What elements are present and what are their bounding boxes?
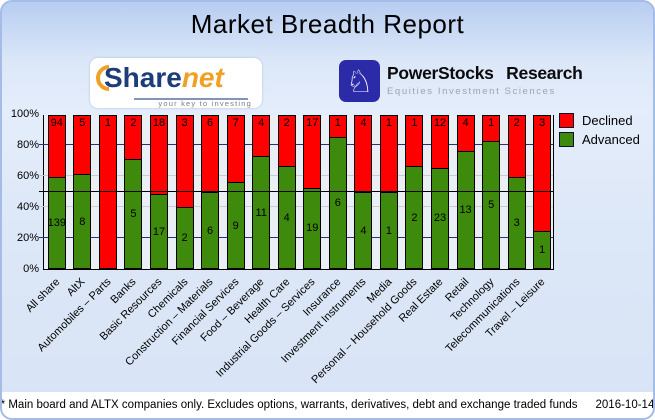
legend-label: Declined	[582, 113, 633, 128]
advanced-segment: 9	[226, 182, 245, 269]
advanced-swatch-icon	[559, 132, 574, 147]
bar-basic-resources: 18 17	[149, 115, 168, 269]
declined-segment: 4	[354, 115, 373, 192]
gridline-80	[39, 144, 553, 145]
bar-all-share: 94 139	[48, 115, 66, 269]
bar-industrial-goods-services: 17 19	[303, 115, 322, 269]
page-title: Market Breadth Report	[190, 9, 465, 39]
footer-bar: * Main board and ALTX companies only. Ex…	[2, 392, 653, 418]
declined-segment: 1	[328, 115, 347, 137]
y-axis-tick-80: 80%	[16, 139, 39, 151]
powerstocks-wordmark: PowerStocks Research Equities Investment…	[387, 60, 583, 97]
sharenet-tagline: your key to investing	[158, 99, 252, 108]
advanced-segment: 8	[73, 174, 92, 269]
declined-segment: 6	[201, 115, 220, 192]
footer-date: 2016-10-14	[595, 399, 655, 411]
advanced-segment: 1	[533, 230, 552, 269]
declined-segment: 3	[533, 115, 552, 231]
sharenet-divider	[134, 98, 248, 100]
y-axis-tick-40: 40%	[16, 201, 39, 213]
advanced-segment: 139	[48, 177, 66, 269]
footer-note: * Main board and ALTX companies only. Ex…	[0, 399, 578, 411]
declined-segment: 2	[124, 115, 143, 159]
gridline-40	[39, 206, 553, 207]
y-axis-tick-20: 20%	[16, 232, 39, 244]
declined-segment: 7	[226, 115, 245, 183]
advanced-segment: 23	[431, 167, 450, 269]
bar-retail: 4 13	[456, 115, 475, 269]
advanced-segment: 17	[149, 194, 168, 269]
declined-segment: 18	[149, 115, 168, 195]
advanced-segment: 4	[277, 166, 296, 269]
declined-segment: 3	[175, 115, 194, 208]
gridline-60	[39, 175, 553, 176]
legend-item-declined: Declined	[559, 113, 640, 128]
advanced-segment: 13	[456, 151, 475, 269]
advanced-segment: 5	[482, 140, 501, 269]
y-axis-tick-100: 100%	[10, 108, 39, 120]
declined-segment: 2	[277, 115, 296, 167]
bar-real-estate: 12 23	[431, 115, 450, 269]
bar-food-beverage: 4 11	[252, 115, 271, 269]
declined-segment: 94	[47, 115, 66, 178]
advanced-segment: 2	[405, 166, 424, 269]
sharenet-word-share: Share	[104, 62, 182, 93]
sharenet-word-net: net	[181, 62, 224, 93]
declined-segment: 4	[252, 115, 271, 157]
gridline-20	[39, 237, 553, 238]
advanced-segment: 5	[124, 159, 143, 269]
advanced-segment: 4	[354, 192, 373, 269]
legend-label: Advanced	[582, 132, 640, 147]
plot-area: 94 139 5 8 1 2 5 18 17 3 2 6 6 7 9 4 11 2 4 17 19 1 6 4 4 1 1 1 2 12 2…	[39, 115, 554, 270]
powerstocks-title: PowerStocks Research	[387, 63, 583, 83]
advanced-segment: 11	[252, 156, 271, 269]
advanced-segment: 6	[328, 137, 347, 269]
advanced-segment: 19	[303, 187, 322, 269]
bar-automobiles-parts: 1	[98, 115, 117, 269]
knight-chess-icon: ♘	[339, 60, 380, 102]
declined-segment: 5	[73, 115, 92, 175]
fifty-percent-reference-line	[39, 191, 553, 192]
declined-segment: 12	[431, 115, 450, 168]
advanced-segment: 3	[507, 176, 526, 269]
declined-swatch-icon	[559, 113, 574, 128]
chart-legend: Declined Advanced	[559, 113, 640, 151]
sharenet-wordmark: Sharenet	[104, 62, 224, 94]
declined-segment: 1	[98, 115, 117, 269]
declined-segment: 4	[456, 115, 475, 152]
advanced-segment: 6	[201, 192, 220, 269]
advanced-segment: 2	[175, 207, 194, 269]
advanced-segment: 1	[379, 192, 398, 269]
declined-segment: 1	[405, 115, 424, 167]
legend-item-advanced: Advanced	[559, 132, 640, 147]
declined-segment: 1	[482, 115, 501, 141]
y-axis-tick-60: 60%	[16, 170, 39, 182]
declined-segment: 17	[303, 115, 322, 188]
declined-segment: 2	[507, 115, 526, 177]
y-axis-tick-0: 0%	[23, 263, 39, 275]
sharenet-logo: Sharenet your key to investing	[90, 58, 262, 108]
powerstocks-logo: ♘ PowerStocks Research Equities Investme…	[339, 60, 583, 102]
declined-segment: 1	[379, 115, 398, 192]
powerstocks-subtitle: Equities Investment Sciences	[387, 86, 556, 97]
